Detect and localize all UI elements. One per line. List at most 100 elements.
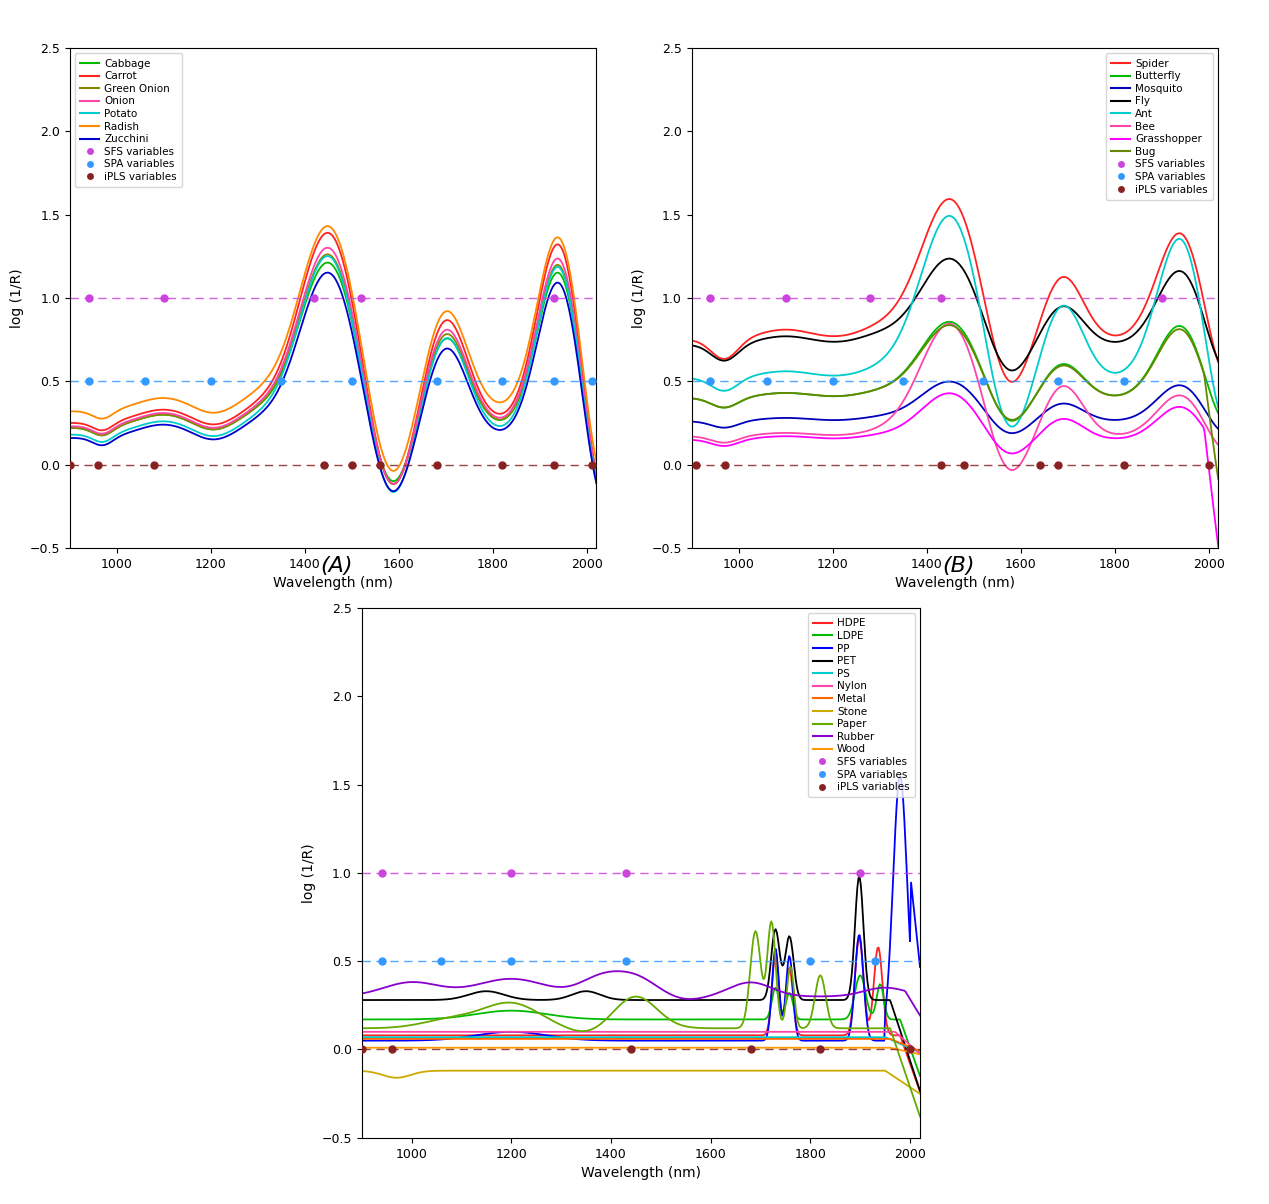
Zucchini bbox=[312, 271, 327, 285]
Line: LDPE: LDPE bbox=[362, 975, 920, 1076]
Bee bbox=[934, 320, 949, 335]
Bee bbox=[938, 318, 953, 332]
Metal bbox=[912, 1044, 928, 1058]
LDPE bbox=[623, 1013, 638, 1027]
Onion bbox=[316, 243, 331, 258]
PET bbox=[354, 993, 369, 1008]
Line: Fly: Fly bbox=[692, 259, 1218, 371]
Y-axis label: log (1/R): log (1/R) bbox=[302, 843, 316, 903]
Bug bbox=[1117, 386, 1132, 401]
Radish bbox=[589, 455, 604, 470]
Carrot bbox=[316, 228, 331, 242]
PP bbox=[623, 1033, 638, 1047]
Stone bbox=[510, 1063, 525, 1078]
Wood bbox=[687, 1040, 702, 1055]
Line: Radish: Radish bbox=[70, 226, 596, 471]
Radish bbox=[579, 384, 594, 399]
Onion bbox=[348, 325, 363, 340]
Paper bbox=[813, 968, 829, 982]
Stone bbox=[354, 1064, 369, 1079]
LDPE bbox=[656, 1013, 671, 1027]
PS bbox=[656, 1029, 671, 1044]
LDPE bbox=[687, 1013, 702, 1027]
Line: Potato: Potato bbox=[70, 256, 596, 492]
Ant bbox=[1211, 401, 1226, 415]
Grasshopper bbox=[938, 386, 953, 401]
Stone bbox=[657, 1063, 673, 1078]
Bug bbox=[999, 411, 1014, 425]
Cabbage bbox=[62, 420, 77, 435]
X-axis label: Wavelength (nm): Wavelength (nm) bbox=[273, 576, 393, 590]
Metal bbox=[619, 1032, 634, 1046]
PS bbox=[354, 1029, 369, 1044]
Rubber bbox=[813, 990, 829, 1004]
Bee bbox=[1200, 421, 1216, 436]
Spider bbox=[684, 334, 699, 348]
Mosquito bbox=[684, 414, 699, 429]
Ant bbox=[970, 289, 985, 303]
Nylon bbox=[354, 1025, 369, 1039]
Legend: Cabbage, Carrot, Green Onion, Onion, Potato, Radish, Zucchini, SFS variables, SP: Cabbage, Carrot, Green Onion, Onion, Pot… bbox=[75, 53, 181, 188]
PET bbox=[900, 1046, 915, 1061]
Radish bbox=[316, 222, 331, 236]
Rubber bbox=[621, 964, 636, 979]
Spider bbox=[999, 371, 1014, 385]
Spider bbox=[934, 196, 949, 211]
Mosquito bbox=[934, 376, 949, 390]
Bee bbox=[999, 459, 1014, 473]
Grasshopper bbox=[1199, 443, 1214, 458]
Onion bbox=[62, 419, 77, 433]
Stone bbox=[900, 1079, 915, 1093]
HDPE bbox=[912, 1085, 928, 1099]
Radish bbox=[386, 464, 401, 478]
Line: Carrot: Carrot bbox=[70, 232, 596, 484]
Fly bbox=[999, 360, 1014, 374]
Line: PET: PET bbox=[362, 877, 920, 1091]
Wood bbox=[619, 1040, 634, 1055]
Grasshopper bbox=[999, 444, 1014, 459]
Fly bbox=[1005, 364, 1020, 378]
Wood bbox=[623, 1040, 638, 1055]
Bee bbox=[970, 372, 985, 386]
Potato bbox=[386, 485, 401, 500]
Wood bbox=[656, 1040, 671, 1055]
Spider bbox=[1200, 313, 1216, 327]
Legend: HDPE, LDPE, PP, PET, PS, Nylon, Metal, Stone, Paper, Rubber, Wood, SFS variables: HDPE, LDPE, PP, PET, PS, Nylon, Metal, S… bbox=[808, 613, 915, 797]
Carrot bbox=[386, 477, 401, 491]
Text: (B): (B) bbox=[942, 556, 975, 576]
Rubber bbox=[912, 1008, 928, 1022]
Grasshopper bbox=[970, 409, 985, 424]
Line: Wood: Wood bbox=[362, 1047, 920, 1055]
Onion bbox=[320, 241, 335, 255]
Metal bbox=[898, 1038, 914, 1052]
Potato bbox=[496, 418, 511, 432]
Zucchini bbox=[579, 413, 594, 427]
Stone bbox=[621, 1063, 636, 1078]
Radish bbox=[348, 306, 363, 320]
LDPE bbox=[619, 1013, 634, 1027]
Bee bbox=[1005, 462, 1020, 477]
X-axis label: Wavelength (nm): Wavelength (nm) bbox=[581, 1165, 700, 1180]
Mosquito bbox=[1211, 421, 1226, 436]
Butterfly bbox=[938, 315, 953, 330]
Potato bbox=[320, 249, 335, 264]
Green Onion bbox=[579, 402, 594, 417]
Butterfly bbox=[1118, 386, 1133, 401]
Grasshopper bbox=[1117, 430, 1132, 444]
Onion bbox=[579, 400, 594, 414]
Ant bbox=[1118, 361, 1133, 376]
Green Onion bbox=[312, 253, 327, 267]
Paper bbox=[656, 1008, 671, 1022]
Cabbage bbox=[312, 261, 327, 276]
Zucchini bbox=[348, 343, 363, 358]
Nylon bbox=[912, 1046, 928, 1061]
Radish bbox=[62, 405, 77, 419]
Zucchini bbox=[386, 484, 401, 498]
Stone bbox=[813, 1063, 829, 1078]
Cabbage bbox=[589, 466, 604, 480]
Line: Zucchini: Zucchini bbox=[70, 272, 596, 491]
PS bbox=[623, 1029, 638, 1044]
Wood bbox=[912, 1047, 928, 1062]
Nylon bbox=[898, 1034, 914, 1049]
Carrot bbox=[320, 225, 335, 240]
